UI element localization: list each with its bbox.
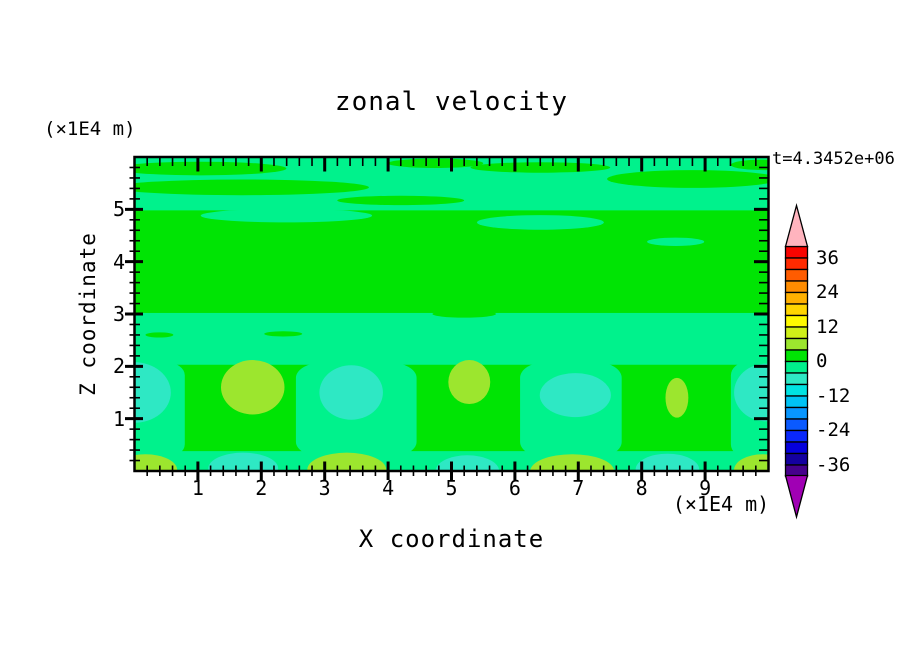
- y-tick-label: 3: [112, 302, 125, 326]
- x-axis-title: X coordinate: [358, 525, 545, 553]
- mid-spring-band: [134, 310, 769, 365]
- colorbar-cell: [784, 395, 809, 409]
- colorbar-cell: [784, 280, 809, 294]
- colorbar-bar: [784, 245, 809, 478]
- colorbar-cell: [784, 383, 809, 397]
- x-tick-label: 8: [635, 476, 648, 500]
- colorbar-cell: [784, 418, 809, 432]
- colorbar-cell: [784, 429, 809, 443]
- colorbar-tick-label: 24: [816, 281, 839, 303]
- colorbar-cell: [784, 337, 809, 351]
- colorbar-cell: [784, 372, 809, 386]
- colorbar-cell: [784, 452, 809, 466]
- colorbar-cell: [784, 314, 809, 328]
- colorbar-cell: [784, 291, 809, 305]
- colorbar-tick-label: 12: [816, 315, 839, 338]
- contour-field: [134, 157, 769, 471]
- y-tick-label: 1: [112, 406, 125, 431]
- x-tick-label: 9: [699, 476, 712, 500]
- y-tick-label: 2: [112, 354, 125, 379]
- x-tick-label: 4: [382, 476, 395, 500]
- colorbar-cell: [784, 326, 809, 340]
- colorbar-cell: [784, 360, 809, 374]
- x-tick-label: 7: [572, 476, 585, 500]
- colorbar-tick-label: 36: [816, 246, 839, 269]
- x-tick-label: 2: [255, 476, 268, 500]
- y-tick-label: 5: [112, 197, 125, 222]
- time-label: t=4.3452e+06: [772, 149, 895, 169]
- y-axis-unit-label: (×1E4 m): [44, 118, 136, 140]
- x-tick-label: 1: [191, 476, 204, 500]
- axis-ticks: [125, 157, 768, 480]
- colorbar-top-arrow: [784, 202, 809, 248]
- colorbar-tick-label: 0: [816, 350, 828, 372]
- colorbar-cell: [784, 303, 809, 317]
- colorbar-tick-label: -36: [816, 453, 851, 476]
- colorbar-cell: [784, 464, 809, 478]
- colorbar-cell: [784, 349, 809, 363]
- colorbar-cell: [784, 268, 809, 282]
- colorbar-cell: [784, 257, 809, 271]
- x-tick-label: 3: [318, 476, 331, 500]
- plot-frame: [133, 155, 770, 473]
- x-tick-label: 5: [445, 476, 458, 500]
- y-tick-label: 4: [112, 249, 125, 274]
- colorbar-tick-label: -12: [816, 384, 851, 407]
- colorbar-bottom-arrow: [784, 474, 809, 520]
- plot-title: zonal velocity: [334, 87, 569, 117]
- positive-blobs: [134, 360, 769, 471]
- x-axis-unit-label: (×1E4 m): [672, 492, 770, 516]
- x-tick-label: 6: [508, 476, 521, 500]
- colorbar-cell: [784, 245, 809, 259]
- colorbar-tick-label: -24: [816, 419, 851, 441]
- colorbar-cell: [784, 441, 809, 455]
- colorbar-cell: [784, 406, 809, 420]
